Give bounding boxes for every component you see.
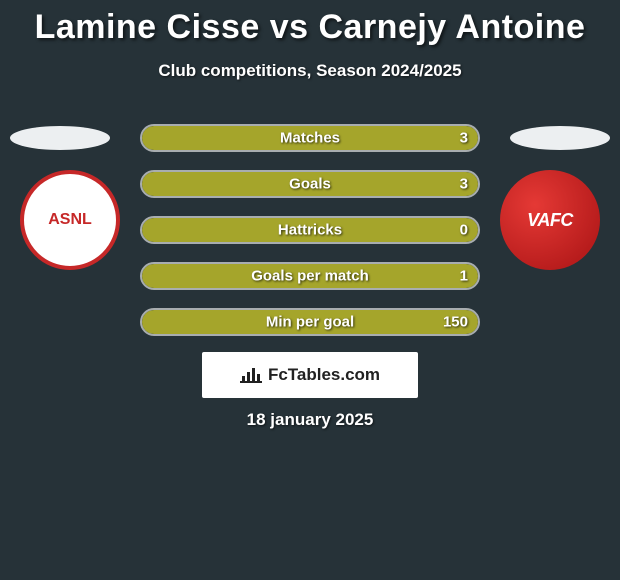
stat-label: Goals per match	[251, 268, 369, 285]
fctables-logo-text: FcTables.com	[268, 365, 380, 385]
stat-value: 0	[460, 222, 468, 239]
subtitle: Club competitions, Season 2024/2025	[0, 61, 620, 81]
stat-value: 3	[460, 130, 468, 147]
stat-label: Matches	[280, 130, 340, 147]
stat-row-goals-per-match: Goals per match 1	[140, 262, 480, 290]
date-label: 18 january 2025	[0, 410, 620, 430]
stat-row-goals: Goals 3	[140, 170, 480, 198]
player-left-ellipse	[10, 126, 110, 150]
bar-chart-icon	[240, 366, 262, 384]
page-title: Lamine Cisse vs Carnejy Antoine	[0, 0, 620, 47]
stats-container: Matches 3 Goals 3 Hattricks 0 Goals per …	[140, 124, 480, 354]
stat-value: 150	[443, 314, 468, 331]
stat-value: 3	[460, 176, 468, 193]
stat-label: Min per goal	[266, 314, 354, 331]
player-right-ellipse	[510, 126, 610, 150]
stat-row-matches: Matches 3	[140, 124, 480, 152]
club-badge-right-text: VAFC	[527, 210, 573, 231]
club-badge-right: VAFC	[500, 170, 600, 270]
stat-row-hattricks: Hattricks 0	[140, 216, 480, 244]
fctables-logo: FcTables.com	[202, 352, 418, 398]
stat-row-min-per-goal: Min per goal 150	[140, 308, 480, 336]
stat-label: Goals	[289, 176, 331, 193]
club-badge-left: ASNL	[20, 170, 120, 270]
club-badge-left-text: ASNL	[48, 212, 92, 228]
stat-value: 1	[460, 268, 468, 285]
stat-label: Hattricks	[278, 222, 342, 239]
